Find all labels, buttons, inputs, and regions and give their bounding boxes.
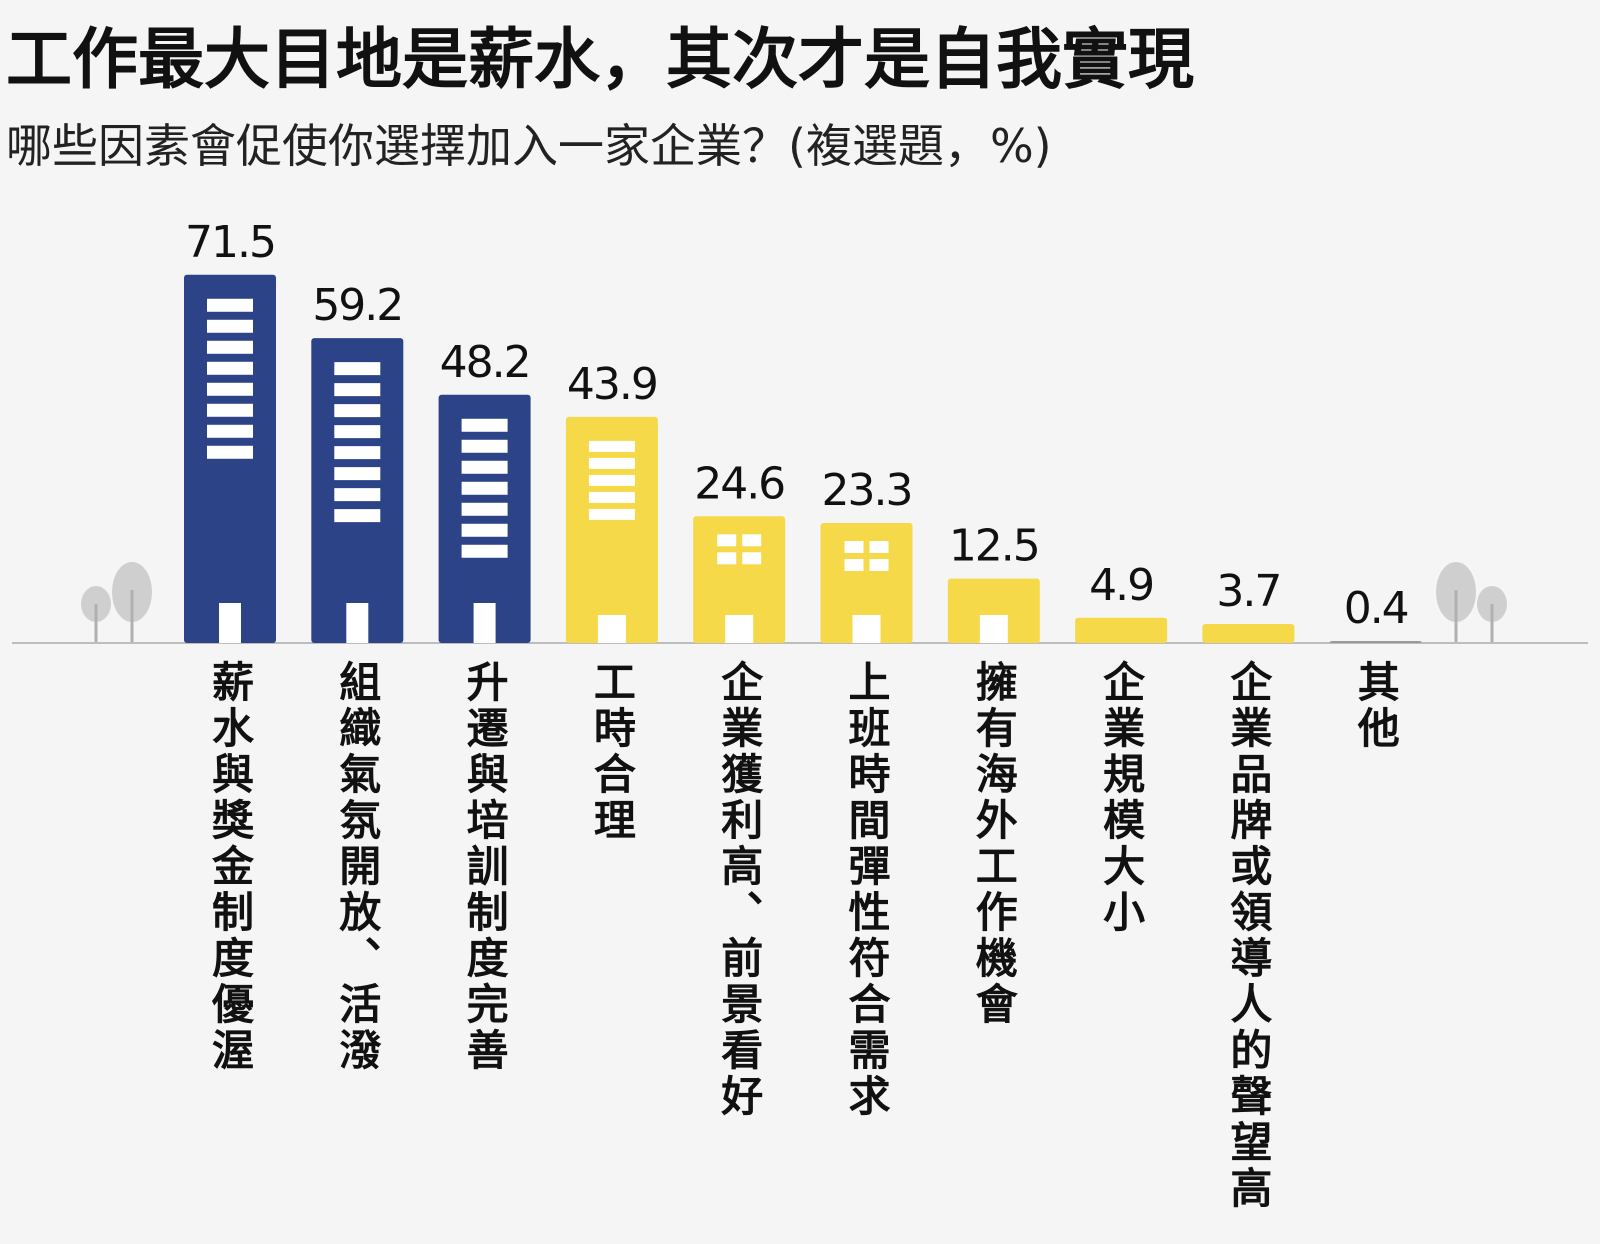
window (334, 509, 381, 523)
value-label: 48.2 (440, 337, 530, 388)
window (742, 552, 762, 565)
x-tick-label: 企業規模大小 (1097, 659, 1146, 936)
door (346, 603, 369, 643)
value-label: 24.6 (694, 458, 784, 509)
window (742, 534, 762, 547)
window (588, 457, 635, 469)
value-label: 3.7 (1216, 566, 1280, 617)
door (852, 615, 881, 643)
bar (1202, 623, 1295, 643)
window (207, 361, 253, 375)
bar (438, 394, 531, 643)
window (461, 502, 508, 516)
window (844, 559, 864, 572)
window (461, 460, 508, 474)
x-tick-label: 工時合理 (587, 660, 636, 844)
window (588, 491, 635, 503)
window (334, 383, 381, 397)
window (869, 541, 889, 554)
window (207, 319, 253, 333)
bar (565, 416, 658, 643)
bar (693, 516, 786, 643)
window (717, 552, 737, 565)
x-tick-label: 擁有海外工作機會 (969, 660, 1018, 1028)
window (334, 362, 381, 376)
x-tick-label: 組織氣氛開放、活潑 (333, 660, 382, 1074)
x-tick-label: 企業獲利高、前景看好 (715, 659, 764, 1120)
window (207, 445, 253, 459)
door (597, 615, 626, 643)
window (207, 403, 253, 417)
window (207, 298, 253, 312)
window (588, 508, 635, 520)
x-tick-label: 企業品牌或領導人的聲望高 (1224, 659, 1273, 1212)
value-label: 0.4 (1344, 583, 1408, 634)
window (461, 523, 508, 537)
window (717, 534, 737, 547)
window (588, 474, 635, 486)
window (461, 544, 508, 558)
x-tick-label: 其他 (1351, 660, 1400, 752)
bar (1075, 617, 1168, 643)
trees-left (81, 562, 152, 643)
window (461, 418, 508, 432)
window (334, 446, 381, 460)
bar (1329, 640, 1422, 643)
window (334, 467, 381, 481)
door (473, 603, 496, 643)
value-label: 12.5 (949, 521, 1039, 572)
value-label: 59.2 (312, 280, 402, 331)
chart-subtitle: 哪些因素會促使你選擇加入一家企業？(複選題，%) (6, 119, 1052, 173)
door (725, 615, 754, 643)
window (207, 382, 253, 396)
bar (820, 523, 913, 643)
window (869, 559, 889, 572)
value-label: 4.9 (1089, 560, 1153, 611)
window (334, 425, 381, 439)
x-tick-label: 薪水與獎金制度優渥 (206, 660, 255, 1074)
value-label: 23.3 (822, 465, 912, 516)
chart-title: 工作最大目地是薪水，其次才是自我實現 (6, 21, 1194, 98)
value-label: 43.9 (567, 359, 657, 410)
trees-right (1436, 562, 1507, 643)
window (207, 340, 253, 354)
door (219, 603, 241, 643)
value-label: 71.5 (185, 217, 275, 268)
x-tick-label: 升遷與培訓制度完善 (460, 660, 509, 1074)
window (461, 439, 508, 453)
bar (947, 578, 1040, 643)
door (979, 615, 1008, 643)
window (844, 541, 864, 554)
window (207, 424, 253, 438)
window (461, 481, 508, 495)
window (334, 488, 381, 502)
window (334, 404, 381, 418)
x-tick-label: 上班時間彈性符合需求 (842, 660, 891, 1120)
window (588, 440, 635, 452)
